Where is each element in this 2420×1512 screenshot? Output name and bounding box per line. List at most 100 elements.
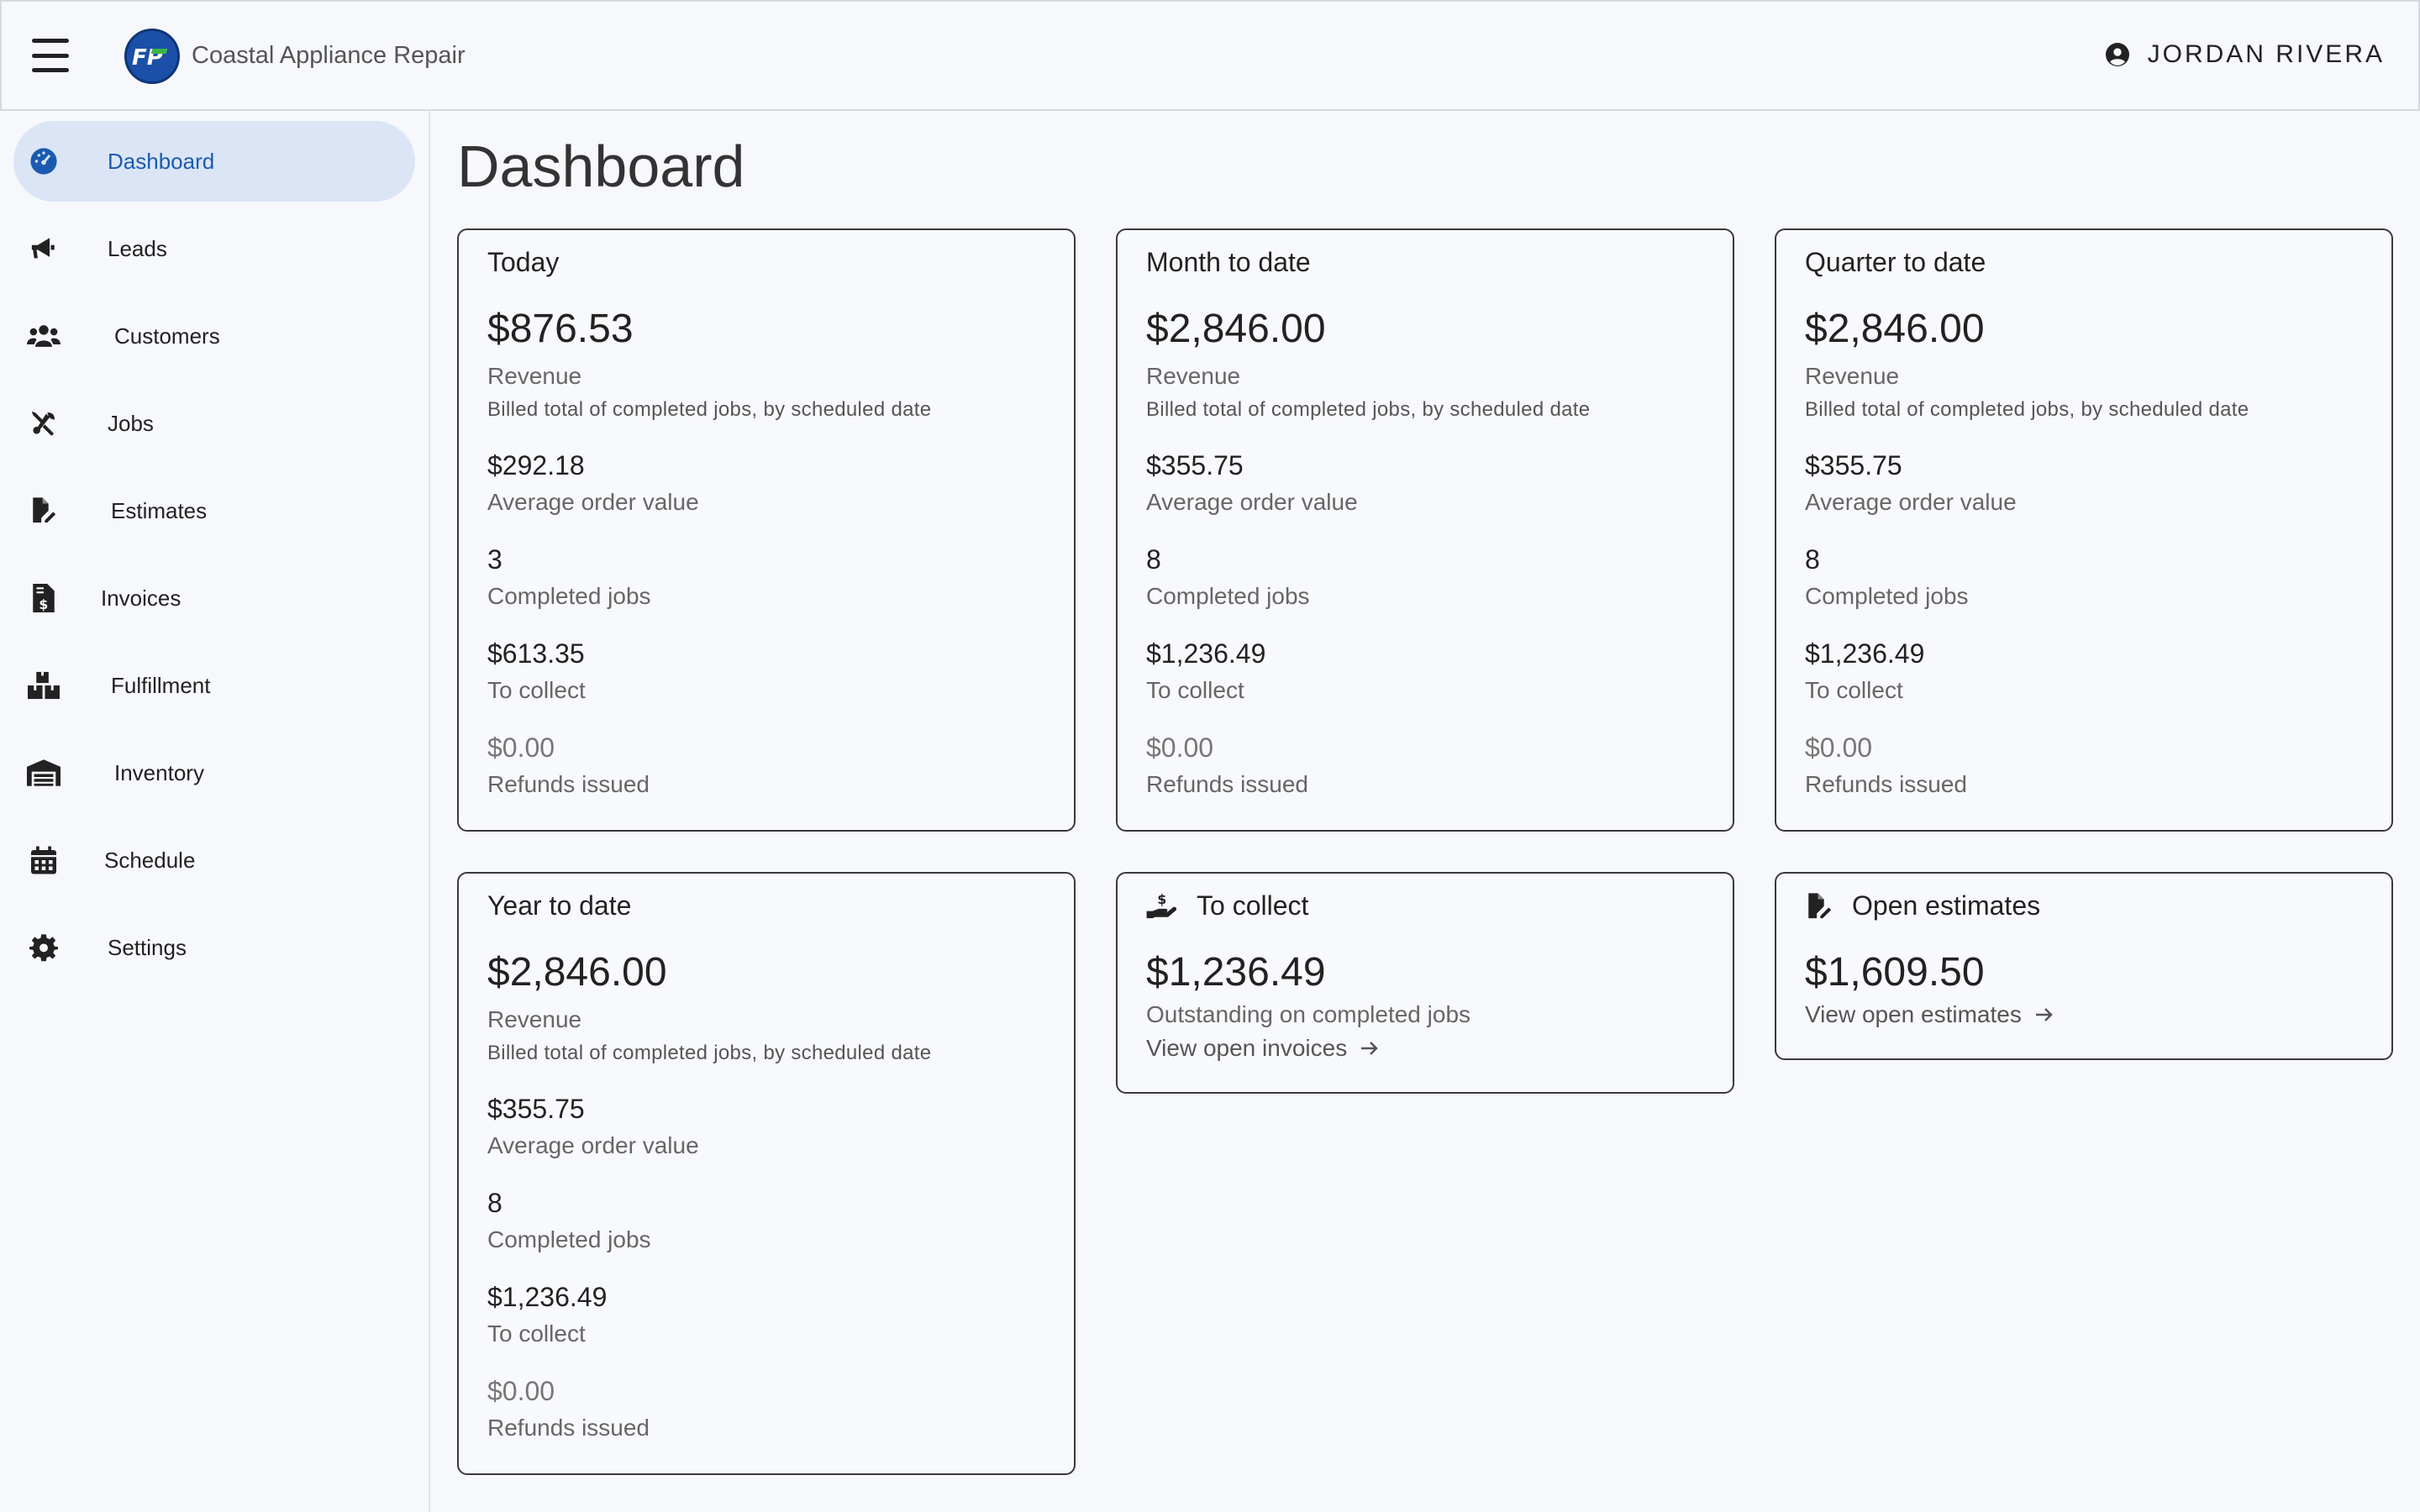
- revenue-value: $2,846.00: [1805, 307, 1985, 351]
- hamburger-menu-icon[interactable]: [32, 39, 69, 72]
- sidebar-item-label: Customers: [114, 323, 220, 349]
- sidebar-item-schedule[interactable]: Schedule: [13, 820, 415, 900]
- collect-value: $613.35: [487, 638, 585, 669]
- jobs-value: 8: [1146, 544, 1161, 575]
- revenue-label: Revenue: [487, 363, 582, 389]
- calendar-icon: [27, 843, 60, 877]
- collect-value: $1,236.49: [487, 1282, 608, 1312]
- sidebar-item-leads[interactable]: Leads: [13, 208, 415, 289]
- revenue-value: $2,846.00: [487, 950, 667, 995]
- arrow-right-icon: [1361, 1042, 1378, 1055]
- period-card-today: Today $876.53 Revenue Billed total of co…: [457, 228, 1076, 832]
- aov-value: $292.18: [487, 450, 585, 480]
- sidebar-item-label: Inventory: [114, 759, 204, 785]
- card-title: Today: [487, 247, 560, 277]
- card-title-row: Open estimates: [1805, 890, 2040, 921]
- collect-label: To collect: [487, 677, 586, 703]
- revenue-note: Billed total of completed jobs, by sched…: [1805, 398, 2249, 421]
- page-title: Dashboard: [457, 134, 745, 199]
- link-label: View open invoices: [1146, 1035, 1348, 1061]
- revenue-note: Billed total of completed jobs, by sched…: [1146, 398, 1591, 421]
- hand-holding-dollar-icon: $: [1146, 892, 1177, 918]
- user-menu[interactable]: JORDAN RIVERA: [2105, 40, 2385, 69]
- revenue-label: Revenue: [1146, 363, 1241, 389]
- sidebar-item-dashboard[interactable]: Dashboard: [13, 121, 415, 202]
- aov-value: $355.75: [1805, 450, 1902, 480]
- view-open-estimates-link[interactable]: View open estimates: [1805, 1001, 2055, 1028]
- refunds-label: Refunds issued: [1805, 771, 1968, 797]
- gear-icon: [27, 931, 60, 964]
- sidebar-item-fulfillment[interactable]: Fulfillment: [13, 645, 415, 726]
- refunds-value: $0.00: [1146, 732, 1214, 763]
- svg-text:$: $: [39, 597, 48, 612]
- sidebar-item-customers[interactable]: Customers: [13, 296, 415, 376]
- refunds-label: Refunds issued: [487, 1415, 650, 1441]
- open-estimates-card: Open estimates $1,609.50 View open estim…: [1775, 872, 2393, 1060]
- open-estimates-amount: $1,609.50: [1805, 950, 1985, 995]
- to-collect-card: $ To collect $1,236.49 Outstanding on co…: [1116, 872, 1734, 1094]
- sidebar-item-label: Leads: [108, 235, 167, 261]
- card-title: Quarter to date: [1805, 247, 1986, 277]
- card-title: Open estimates: [1852, 890, 2041, 921]
- to-collect-description: Outstanding on completed jobs: [1146, 1001, 1471, 1027]
- collect-value: $1,236.49: [1146, 638, 1266, 669]
- revenue-label: Revenue: [487, 1006, 582, 1032]
- dashboard-gauge-icon: [27, 144, 60, 178]
- refunds-label: Refunds issued: [487, 771, 650, 797]
- to-collect-amount: $1,236.49: [1146, 950, 1326, 995]
- megaphone-icon: [27, 232, 60, 265]
- sidebar-item-label: Settings: [108, 934, 187, 960]
- aov-label: Average order value: [487, 489, 699, 515]
- company-logo[interactable]: FP: [124, 29, 180, 84]
- users-icon: [27, 319, 60, 353]
- aov-label: Average order value: [1805, 489, 2017, 515]
- refunds-value: $0.00: [487, 1376, 555, 1406]
- sidebar-item-label: Jobs: [108, 410, 154, 436]
- jobs-label: Completed jobs: [487, 1226, 651, 1252]
- sidebar-item-label: Fulfillment: [111, 672, 211, 698]
- sidebar: Dashboard Leads Customers Jobs Estimates…: [0, 111, 430, 1512]
- user-name: JORDAN RIVERA: [2147, 40, 2385, 68]
- jobs-value: 8: [1805, 544, 1820, 575]
- tools-icon: [27, 407, 60, 440]
- warehouse-icon: [27, 756, 60, 790]
- sidebar-item-invoices[interactable]: $ Invoices: [13, 558, 415, 638]
- arrow-right-icon: [2035, 1008, 2053, 1021]
- boxes-icon: [27, 669, 60, 702]
- period-card-quarter: Quarter to date $2,846.00 Revenue Billed…: [1775, 228, 2393, 832]
- file-edit-icon: [27, 494, 60, 528]
- card-title-row: $ To collect: [1146, 890, 1308, 921]
- revenue-value: $876.53: [487, 307, 634, 351]
- refunds-label: Refunds issued: [1146, 771, 1309, 797]
- jobs-value: 8: [487, 1188, 502, 1218]
- refunds-value: $0.00: [1805, 732, 1873, 763]
- card-title: To collect: [1197, 890, 1309, 921]
- sidebar-item-jobs[interactable]: Jobs: [13, 383, 415, 464]
- jobs-label: Completed jobs: [1805, 583, 1969, 609]
- sidebar-item-estimates[interactable]: Estimates: [13, 470, 415, 551]
- account-circle-icon: [2105, 43, 2129, 66]
- jobs-label: Completed jobs: [487, 583, 651, 609]
- revenue-note: Billed total of completed jobs, by sched…: [487, 398, 932, 421]
- sidebar-item-label: Dashboard: [108, 148, 215, 174]
- company-name: Coastal Appliance Repair: [192, 42, 466, 69]
- aov-label: Average order value: [1146, 489, 1358, 515]
- sidebar-item-inventory[interactable]: Inventory: [13, 732, 415, 813]
- svg-text:$: $: [1157, 892, 1166, 907]
- revenue-value: $2,846.00: [1146, 307, 1326, 351]
- revenue-label: Revenue: [1805, 363, 1900, 389]
- card-title: Year to date: [487, 890, 632, 921]
- revenue-note: Billed total of completed jobs, by sched…: [487, 1042, 932, 1064]
- file-edit-icon: [1808, 892, 1832, 918]
- sidebar-item-settings[interactable]: Settings: [13, 907, 415, 988]
- view-open-invoices-link[interactable]: View open invoices: [1146, 1035, 1381, 1062]
- aov-value: $355.75: [1146, 450, 1244, 480]
- collect-label: To collect: [1146, 677, 1244, 703]
- aov-value: $355.75: [487, 1094, 585, 1124]
- period-card-month: Month to date $2,846.00 Revenue Billed t…: [1116, 228, 1734, 832]
- sidebar-item-label: Invoices: [101, 585, 182, 611]
- aov-label: Average order value: [487, 1132, 699, 1158]
- jobs-label: Completed jobs: [1146, 583, 1310, 609]
- app-header: FP Coastal Appliance Repair JORDAN RIVER…: [0, 0, 2420, 111]
- collect-value: $1,236.49: [1805, 638, 1925, 669]
